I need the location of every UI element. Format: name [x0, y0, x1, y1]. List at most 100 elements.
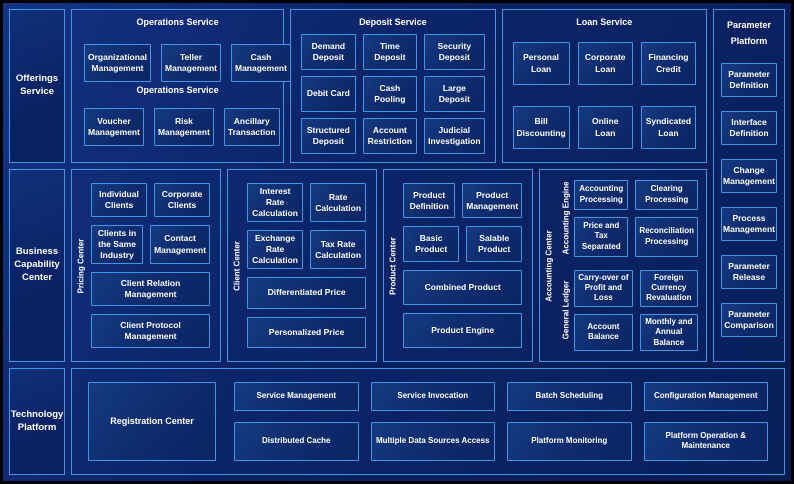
accounting-center-section: Accounting Center Accounting Engine Acco… — [539, 169, 708, 362]
business-capability-rail-label: Business Capability Center — [14, 246, 60, 283]
accounting-engine-vertical-label: Accounting Engine — [561, 181, 571, 255]
parameter-platform-section: Parameter Platform Parameter Definition … — [713, 9, 785, 362]
box-demand-deposit: Demand Deposit — [301, 34, 356, 70]
accounting-engine-group: Accounting Engine Accounting Processing … — [557, 180, 699, 257]
box-tax-rate-calculation: Tax Rate Calculation — [310, 230, 367, 270]
box-corporate-loan: Corporate Loan — [577, 42, 633, 85]
box-security-deposit: Security Deposit — [424, 34, 485, 70]
box-cash-pooling: Cash Pooling — [362, 76, 418, 112]
parameter-platform-title: Parameter Platform — [726, 20, 772, 47]
box-client-relation-management: Client Relation Management — [91, 272, 211, 307]
box-teller-management: Teller Management — [161, 44, 221, 82]
box-registration-center: Registration Center — [88, 382, 216, 461]
box-change-management: Change Management — [721, 159, 777, 194]
box-rate-calculation: Rate Calculation — [310, 183, 367, 223]
technology-platform-section: Registration Center Service Management S… — [71, 368, 785, 475]
box-foreign-currency-revaluation: Foreign Currency Revaluation — [639, 269, 699, 307]
general-ledger-group: General Ledger Carry-over of Profit and … — [557, 269, 699, 351]
box-personal-loan: Personal Loan — [512, 42, 570, 85]
box-client-protocol-management: Client Protocol Management — [91, 314, 211, 348]
box-exchange-rate-calculation: Exchange Rate Calculation — [247, 230, 304, 270]
box-corporate-clients: Corporate Clients — [154, 183, 211, 217]
box-parameter-definition: Parameter Definition — [721, 63, 777, 98]
box-individual-clients: Individual Clients — [91, 183, 148, 217]
box-platform-operation-maintenance: Platform Operation & Maintenance — [643, 421, 768, 461]
box-interest-rate-calculation: Interest Rate Calculation — [247, 183, 304, 223]
box-configuration-management: Configuration Management — [643, 382, 768, 411]
box-syndicated-loan: Syndicated Loan — [640, 106, 696, 149]
box-platform-monitoring: Platform Monitoring — [507, 421, 632, 461]
client-center-section: Client Center Interest Rate Calculation … — [227, 169, 378, 362]
operations-service-mid-title: Operations Service — [136, 85, 219, 95]
box-price-tax-separated: Price and Tax Separated — [574, 216, 629, 257]
box-process-management: Process Management — [721, 207, 777, 242]
client-center-vertical-label: Client Center — [232, 240, 242, 291]
offerings-service-rail: Offerings Service — [9, 9, 65, 163]
technology-grid: Service Management Service Invocation Ba… — [234, 382, 768, 461]
upper-area: Offerings Service Operations Service Org… — [9, 9, 785, 362]
box-service-management: Service Management — [234, 382, 359, 411]
parameter-platform-boxes: Parameter Definition Interface Definitio… — [721, 49, 777, 351]
box-product-definition: Product Definition — [403, 183, 456, 219]
box-service-invocation: Service Invocation — [370, 382, 495, 411]
operations-service-title: Operations Service — [136, 17, 219, 27]
box-time-deposit: Time Deposit — [362, 34, 418, 70]
box-differentiated-price: Differentiated Price — [247, 277, 367, 309]
box-organizational-management: Organizational Management — [84, 44, 152, 82]
deposit-service-section: Deposit Service Demand Deposit Time Depo… — [290, 9, 496, 163]
technology-platform-rail: Technology Platform — [9, 368, 65, 475]
box-accounting-processing: Accounting Processing — [574, 180, 629, 210]
box-personalized-price: Personalized Price — [247, 316, 367, 348]
product-center-section: Product Center Product Definition Produc… — [383, 169, 534, 362]
box-carry-over-profit-loss: Carry-over of Profit and Loss — [574, 269, 633, 307]
deposit-service-title: Deposit Service — [359, 17, 427, 27]
pricing-center-section: Pricing Center Individual Clients Corpor… — [71, 169, 222, 362]
box-online-loan: Online Loan — [577, 106, 633, 149]
pricing-center-content: Individual Clients Corporate Clients Cli… — [89, 170, 220, 361]
banking-architecture-diagram: Offerings Service Operations Service Org… — [3, 3, 791, 481]
box-clients-same-industry: Clients in the Same Industry — [91, 224, 144, 265]
main-column: Offerings Service Operations Service Org… — [9, 9, 708, 362]
loan-grid: Personal Loan Corporate Loan Financing C… — [512, 42, 696, 149]
product-center-content: Product Definition Product Management Ba… — [401, 170, 532, 361]
offerings-service-row: Offerings Service Operations Service Org… — [9, 9, 707, 163]
deposit-grid: Demand Deposit Time Deposit Security Dep… — [301, 34, 485, 154]
box-ancillary-transaction: Ancillary Transaction — [223, 108, 280, 146]
box-risk-management: Risk Management — [153, 108, 214, 146]
box-financing-credit: Financing Credit — [640, 42, 696, 85]
operations-row-1: Organizational Management Teller Managem… — [84, 44, 291, 82]
box-bill-discounting: Bill Discounting — [512, 106, 570, 149]
box-debit-card: Debit Card — [301, 76, 356, 112]
box-distributed-cache: Distributed Cache — [234, 421, 359, 461]
operations-service-section: Operations Service Organizational Manage… — [71, 9, 291, 163]
box-product-management: Product Management — [462, 183, 523, 219]
box-account-balance: Account Balance — [574, 313, 633, 351]
loan-service-title: Loan Service — [576, 17, 633, 27]
box-batch-scheduling: Batch Scheduling — [507, 382, 632, 411]
box-voucher-management: Voucher Management — [84, 108, 144, 146]
box-account-restriction: Account Restriction — [362, 118, 418, 154]
box-judicial-investigation: Judicial Investigation — [424, 118, 485, 154]
accounting-center-content: Accounting Engine Accounting Processing … — [557, 170, 706, 361]
box-salable-product: Salable Product — [466, 226, 523, 262]
box-contact-management: Contact Management — [150, 224, 211, 265]
box-parameter-release: Parameter Release — [721, 255, 777, 290]
technology-platform-row: Technology Platform Registration Center … — [9, 368, 785, 475]
offerings-service-rail-label: Offerings Service — [15, 73, 59, 97]
box-multiple-data-sources-access: Multiple Data Sources Access — [370, 421, 495, 461]
box-combined-product: Combined Product — [403, 269, 523, 305]
business-capability-row: Business Capability Center Pricing Cente… — [9, 169, 708, 362]
box-basic-product: Basic Product — [403, 226, 460, 262]
technology-platform-rail-label: Technology Platform — [10, 408, 64, 433]
box-cash-management: Cash Management — [231, 44, 291, 82]
box-clearing-processing: Clearing Processing — [635, 180, 699, 210]
box-parameter-comparison: Parameter Comparison — [721, 303, 777, 337]
box-interface-definition: Interface Definition — [721, 111, 777, 146]
business-capability-rail: Business Capability Center — [9, 169, 65, 362]
box-product-engine: Product Engine — [403, 312, 523, 348]
box-structured-deposit: Structured Deposit — [301, 118, 356, 154]
general-ledger-vertical-label: General Ledger — [561, 280, 571, 340]
box-large-deposit: Large Deposit — [424, 76, 485, 112]
pricing-center-vertical-label: Pricing Center — [76, 238, 85, 293]
product-center-vertical-label: Product Center — [388, 236, 398, 295]
